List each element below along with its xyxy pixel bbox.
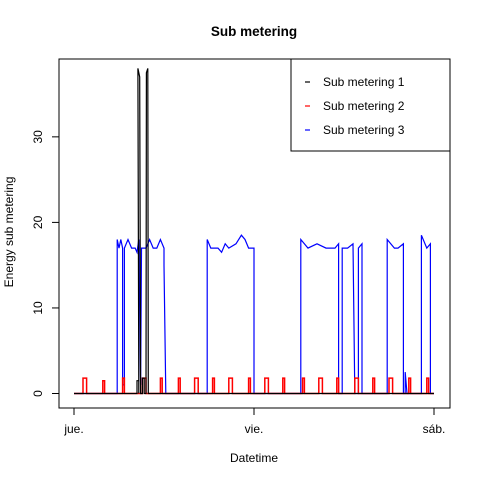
x-axis-label: Datetime <box>230 451 278 465</box>
x-axis: jue. vie. sáb. <box>63 407 446 436</box>
x-tick-label: jue. <box>63 422 83 436</box>
y-axis: 0 10 20 30 <box>31 130 60 397</box>
legend-label: Sub metering 3 <box>323 123 405 137</box>
chart-title: Sub metering <box>211 24 297 39</box>
y-tick-label: 20 <box>31 215 45 229</box>
series-line-3 <box>74 234 434 395</box>
y-tick-label: 30 <box>31 130 45 144</box>
legend-box <box>290 58 451 152</box>
series-layer <box>74 68 434 395</box>
legend-label: Sub metering 1 <box>323 75 405 89</box>
y-tick-label: 0 <box>31 390 45 397</box>
legend-label: Sub metering 2 <box>323 99 405 113</box>
legend: Sub metering 1 Sub metering 2 Sub metering… <box>290 58 451 152</box>
y-axis-label: Energy sub metering <box>2 177 16 288</box>
x-tick-label: sáb. <box>423 422 446 436</box>
y-tick-label: 10 <box>31 301 45 315</box>
series-line-1 <box>74 68 434 395</box>
x-tick-label: vie. <box>245 422 264 436</box>
